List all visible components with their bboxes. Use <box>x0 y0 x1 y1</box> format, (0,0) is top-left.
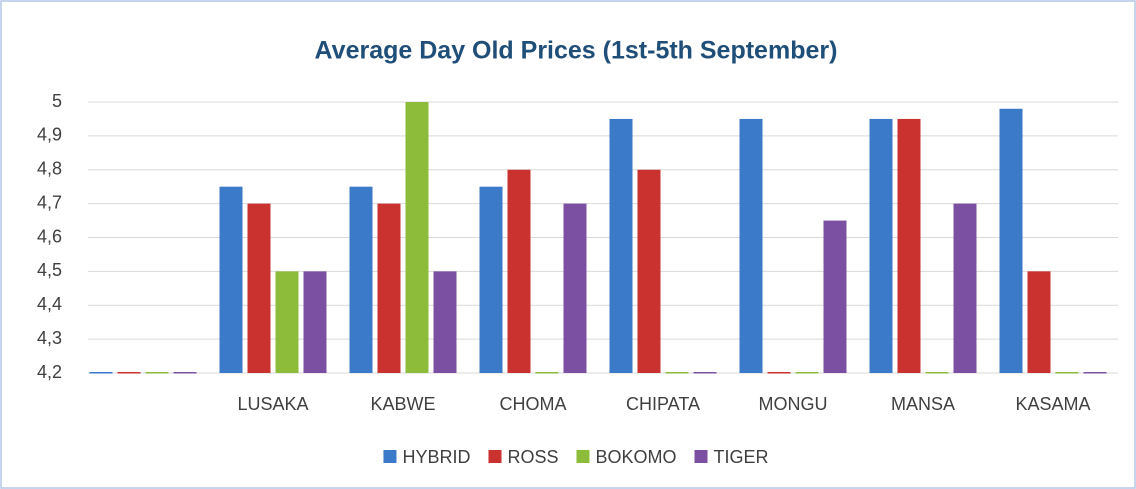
y-tick-label: 5 <box>52 91 62 111</box>
legend-swatch <box>694 450 708 463</box>
bar <box>247 203 271 373</box>
x-tick-label: KABWE <box>370 394 435 414</box>
bar <box>433 271 457 373</box>
bar <box>117 372 141 374</box>
bar <box>479 186 503 373</box>
chart-title: Average Day Old Prices (1st-5th Septembe… <box>315 37 838 65</box>
bar <box>637 169 661 373</box>
bar <box>535 372 559 374</box>
bar <box>377 203 401 373</box>
x-tick-label: MANSA <box>891 394 955 414</box>
bar <box>999 108 1023 374</box>
legend-label: TIGER <box>714 447 769 467</box>
bar <box>693 372 717 374</box>
bar <box>89 372 113 374</box>
x-tick-label: KASAMA <box>1015 394 1090 414</box>
bar <box>1083 372 1107 374</box>
bar <box>823 220 847 373</box>
bar <box>173 372 197 374</box>
bar <box>405 102 429 373</box>
bar <box>303 271 327 373</box>
bar <box>795 372 819 374</box>
bar <box>767 372 791 374</box>
legend-swatch <box>576 450 590 463</box>
bar <box>1055 372 1079 374</box>
bar <box>897 118 921 373</box>
y-tick-label: 4,6 <box>37 226 62 246</box>
legend-swatch <box>383 450 397 463</box>
bar <box>145 372 169 374</box>
legend-swatch <box>488 450 502 463</box>
y-tick-label: 4,9 <box>37 125 62 145</box>
bar <box>275 271 299 373</box>
x-tick-label: CHIPATA <box>626 394 700 414</box>
legend-label: BOKOMO <box>596 447 677 467</box>
bar <box>1027 271 1051 373</box>
bar <box>925 372 949 374</box>
bar <box>739 118 763 373</box>
bar <box>219 186 243 373</box>
y-tick-label: 4,5 <box>37 260 62 280</box>
bar <box>507 169 531 373</box>
legend-label: HYBRID <box>402 447 470 467</box>
y-tick-label: 4,4 <box>37 294 62 314</box>
bar <box>869 118 893 373</box>
y-tick-label: 4,8 <box>37 159 62 179</box>
bar <box>953 203 977 373</box>
y-tick-label: 4,3 <box>37 328 62 348</box>
bar <box>665 372 689 374</box>
y-tick-label: 4,7 <box>37 192 62 212</box>
x-tick-label: LUSAKA <box>237 394 308 414</box>
x-tick-label: MONGU <box>759 394 828 414</box>
bar <box>563 203 587 373</box>
bar <box>609 118 633 373</box>
legend-label: ROSS <box>507 447 558 467</box>
y-tick-label: 4,2 <box>37 362 62 382</box>
bar <box>349 186 373 373</box>
x-tick-label: CHOMA <box>500 394 567 414</box>
